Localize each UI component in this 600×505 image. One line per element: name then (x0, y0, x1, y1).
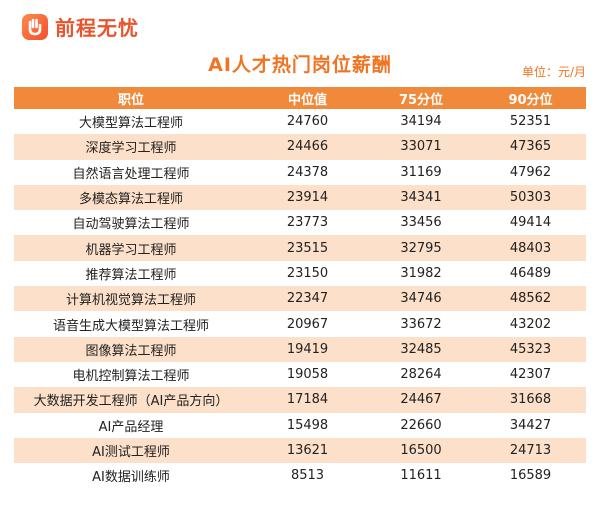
table-row: 多模态算法工程师 23914 34341 50303 (14, 184, 586, 211)
median-cell: 15498 (248, 412, 367, 438)
table-row: 大数据开发工程师（AI产品方向） 17184 24467 31668 (14, 387, 586, 413)
column-header-position: 职位 (14, 87, 248, 109)
column-header-median: 中位值 (248, 87, 367, 109)
table-row: 计算机视觉算法工程师 22347 34746 48562 (14, 286, 586, 312)
p90-cell: 48562 (475, 286, 586, 312)
position-cell: 推荐算法工程师 (14, 260, 248, 287)
p90-cell: 24713 (475, 437, 586, 464)
position-cell: 深度学习工程师 (14, 134, 248, 160)
position-cell: 图像算法工程师 (14, 336, 248, 362)
position-cell: AI测试工程师 (14, 437, 248, 464)
brand-name: 前程无忧 (55, 16, 139, 40)
p90-cell: 49414 (475, 210, 586, 236)
median-cell: 17184 (248, 387, 367, 413)
table-row: 深度学习工程师 24466 33071 47365 (14, 134, 586, 160)
hand-logo-icon (22, 13, 48, 40)
p75-cell: 31169 (367, 159, 475, 185)
position-cell: 电机控制算法工程师 (14, 361, 248, 388)
p90-cell: 47962 (475, 159, 586, 185)
column-header-p75: 75分位 (367, 87, 475, 109)
unit-label: 单位：元/月 (521, 65, 586, 79)
position-cell: 大数据开发工程师（AI产品方向） (14, 387, 248, 413)
p75-cell: 34746 (367, 286, 475, 312)
p90-cell: 31668 (475, 387, 586, 413)
position-cell: 多模态算法工程师 (14, 184, 248, 211)
table-row: 自然语言处理工程师 24378 31169 47962 (14, 159, 586, 185)
p90-cell: 34427 (475, 412, 586, 438)
table-row: 自动驾驶算法工程师 23773 33456 49414 (14, 210, 586, 236)
table-row: AI产品经理 15498 22660 34427 (14, 412, 586, 438)
median-cell: 24378 (248, 159, 367, 185)
p75-cell: 24467 (367, 387, 475, 413)
median-cell: 19058 (248, 361, 367, 388)
p75-cell: 32485 (367, 336, 475, 362)
position-cell: 语音生成大模型算法工程师 (14, 311, 248, 337)
median-cell: 23914 (248, 184, 367, 211)
p90-cell: 52351 (475, 109, 586, 135)
median-cell: 20967 (248, 311, 367, 337)
position-cell: 计算机视觉算法工程师 (14, 286, 248, 312)
p75-cell: 32795 (367, 235, 475, 261)
median-cell: 13621 (248, 437, 367, 464)
p90-cell: 43202 (475, 311, 586, 337)
p75-cell: 11611 (367, 463, 475, 489)
median-cell: 23150 (248, 260, 367, 287)
table-body: 大模型算法工程师 24760 34194 52351 深度学习工程师 24466 33071… (14, 109, 586, 489)
median-cell: 24466 (248, 134, 367, 160)
column-header-p90: 90分位 (475, 87, 586, 109)
p90-cell: 47365 (475, 134, 586, 160)
position-cell: 自动驾驶算法工程师 (14, 210, 248, 236)
p90-cell: 16589 (475, 463, 586, 489)
table-row: 语音生成大模型算法工程师 20967 33672 43202 (14, 311, 586, 337)
p75-cell: 31982 (367, 260, 475, 287)
p90-cell: 48403 (475, 235, 586, 261)
p75-cell: 16500 (367, 437, 475, 464)
median-cell: 8513 (248, 463, 367, 489)
salary-table: 职位 中位值 75分位 90分位 大模型算法工程师 24760 34194 52351… (14, 87, 586, 489)
table-row: AI测试工程师 13621 16500 24713 (14, 437, 586, 464)
position-cell: 自然语言处理工程师 (14, 159, 248, 185)
chart-title: AI人才热门岗位薪酬 (208, 54, 392, 76)
p75-cell: 22660 (367, 412, 475, 438)
p90-cell: 42307 (475, 361, 586, 388)
median-cell: 23515 (248, 235, 367, 261)
position-cell: AI产品经理 (14, 412, 248, 438)
median-cell: 24760 (248, 109, 367, 135)
p75-cell: 33071 (367, 134, 475, 160)
table-row: 推荐算法工程师 23150 31982 46489 (14, 260, 586, 287)
brand-header: 前程无忧 (22, 12, 139, 41)
p90-cell: 45323 (475, 336, 586, 362)
table-row: AI数据训练师 8513 11611 16589 (14, 463, 586, 489)
median-cell: 22347 (248, 286, 367, 312)
p75-cell: 33672 (367, 311, 475, 337)
p75-cell: 34341 (367, 184, 475, 211)
position-cell: AI数据训练师 (14, 463, 248, 489)
position-cell: 机器学习工程师 (14, 235, 248, 261)
table-row: 大模型算法工程师 24760 34194 52351 (14, 109, 586, 135)
table-row: 电机控制算法工程师 19058 28264 42307 (14, 361, 586, 388)
p75-cell: 28264 (367, 361, 475, 388)
position-cell: 大模型算法工程师 (14, 109, 248, 135)
p75-cell: 33456 (367, 210, 475, 236)
table-row: 图像算法工程师 19419 32485 45323 (14, 336, 586, 362)
p90-cell: 46489 (475, 260, 586, 287)
p75-cell: 34194 (367, 109, 475, 135)
median-cell: 19419 (248, 336, 367, 362)
table-row: 机器学习工程师 23515 32795 48403 (14, 235, 586, 261)
p90-cell: 50303 (475, 184, 586, 211)
median-cell: 23773 (248, 210, 367, 236)
header-row: 职位 中位值 75分位 90分位 (14, 87, 586, 109)
